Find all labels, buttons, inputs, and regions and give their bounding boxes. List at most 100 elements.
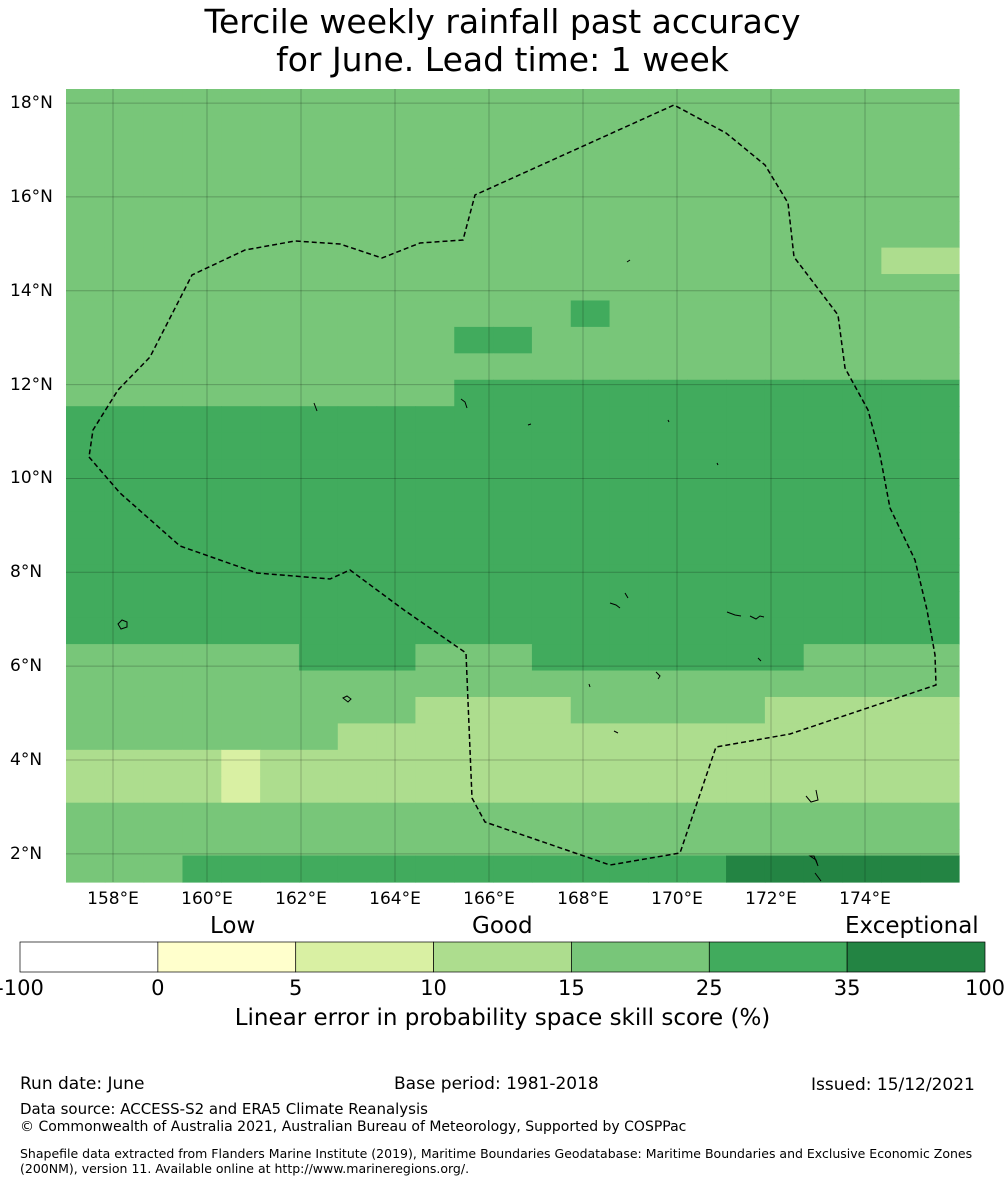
skill-cell [803, 591, 844, 619]
skill-cell [143, 485, 184, 513]
skill-cell [337, 749, 378, 777]
skill-cell [376, 326, 417, 354]
skill-cell [454, 353, 494, 381]
skill-cell [376, 459, 417, 487]
skill-cell [221, 141, 261, 169]
skill-cell [337, 89, 378, 117]
skill-cell [764, 141, 805, 169]
skill-cell [66, 776, 106, 804]
skill-cell [764, 300, 805, 328]
skill-cell [726, 221, 766, 249]
skill-cell [182, 644, 222, 672]
skill-cell [221, 511, 261, 539]
skill-cell [143, 591, 184, 619]
skill-cell [376, 511, 417, 539]
skill-cell [570, 194, 611, 222]
skill-cell [570, 168, 611, 196]
skill-cell [648, 194, 688, 222]
skill-cell [803, 670, 844, 698]
colorbar-tick-label: -100 [0, 976, 44, 1000]
skill-cell [221, 538, 261, 566]
skill-cell [803, 432, 844, 460]
skill-cell [66, 564, 106, 592]
skill-cell [221, 89, 261, 117]
skill-cell [454, 326, 494, 354]
skill-cell [531, 406, 572, 434]
skill-cell [920, 829, 960, 857]
skill-cell [570, 274, 611, 302]
skill-cell [298, 617, 339, 645]
skill-cell [531, 511, 572, 539]
skill-cell [726, 511, 766, 539]
skill-cell [570, 564, 611, 592]
skill-cell [415, 300, 455, 328]
skill-cell [570, 353, 611, 381]
skill-cell [648, 168, 688, 196]
skill-cell [298, 644, 339, 672]
colorbar-tick-label: 35 [833, 976, 861, 1000]
skill-cell [687, 617, 727, 645]
skill-cell [881, 617, 921, 645]
skill-cell [531, 326, 572, 354]
skill-cell [454, 591, 494, 619]
skill-cell [726, 168, 766, 196]
skill-cell [842, 564, 882, 592]
skill-cell [920, 168, 960, 196]
skill-cell [764, 326, 805, 354]
skill-cell [221, 406, 261, 434]
skill-cell [764, 89, 805, 117]
skill-cell [687, 89, 727, 117]
skill-cell [182, 749, 222, 777]
skill-cell [182, 274, 222, 302]
skill-cell [221, 379, 261, 407]
skill-cell [687, 644, 727, 672]
skill-cell [66, 696, 106, 724]
skill-cell [104, 723, 145, 751]
skill-cell [570, 829, 611, 857]
skill-cell [881, 723, 921, 751]
skill-cell [337, 802, 378, 830]
skill-cell [493, 855, 533, 883]
skill-cell [143, 564, 184, 592]
skill-cell [531, 274, 572, 302]
skill-cell [920, 274, 960, 302]
skill-cell [570, 300, 611, 328]
skill-cell [881, 644, 921, 672]
skill-cell [260, 617, 300, 645]
skill-cell [531, 141, 572, 169]
skill-cell [609, 300, 649, 328]
skill-cell [881, 300, 921, 328]
skill-cell [842, 459, 882, 487]
skill-cell [260, 221, 300, 249]
skill-cell [570, 432, 611, 460]
skill-cell [881, 511, 921, 539]
skill-cell [570, 511, 611, 539]
skill-cell [764, 617, 805, 645]
chart-title-line2: for June. Lead time: 1 week [276, 40, 729, 79]
latitude-tick-label: 16°N [10, 186, 53, 207]
skill-cell [104, 644, 145, 672]
skill-cell [66, 617, 106, 645]
skill-cell [182, 353, 222, 381]
skill-cell [104, 300, 145, 328]
skill-cell [570, 89, 611, 117]
colorbar-segment [708, 941, 848, 973]
skill-cell [687, 247, 727, 275]
skill-cell [609, 194, 649, 222]
skill-cell [881, 168, 921, 196]
colorbar-segment [157, 941, 297, 973]
skill-cell [648, 432, 688, 460]
skill-cell [66, 89, 106, 117]
skill-cell [764, 696, 805, 724]
skill-cell [260, 459, 300, 487]
skill-cell [803, 168, 844, 196]
skill-cell [648, 300, 688, 328]
skill-cell [531, 617, 572, 645]
skill-cell [570, 141, 611, 169]
skill-cell [104, 326, 145, 354]
skill-cell [493, 564, 533, 592]
longitude-tick-label: 174°E [839, 889, 891, 909]
skill-cell [182, 511, 222, 539]
skill-cell [415, 274, 455, 302]
